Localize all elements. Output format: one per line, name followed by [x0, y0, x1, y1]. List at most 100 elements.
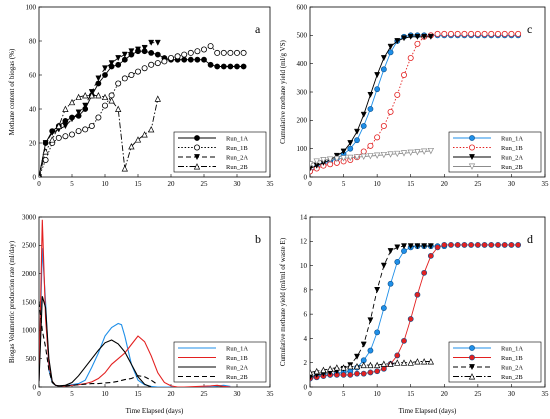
- x-tick-label: 30: [508, 180, 516, 188]
- data-point: [394, 38, 401, 45]
- data-point: [454, 30, 461, 37]
- data-point: [501, 242, 508, 248]
- x-tick-label: 20: [441, 390, 449, 398]
- data-point: [421, 269, 428, 276]
- data-point: [374, 86, 381, 93]
- y-tick-label: 200: [297, 117, 308, 125]
- x-tick-label: 0: [308, 180, 312, 188]
- x-tick-label: 25: [474, 390, 482, 398]
- data-point: [95, 75, 102, 82]
- legend-label: Run_2A: [501, 154, 523, 161]
- data-point: [148, 61, 155, 68]
- data-point: [401, 337, 407, 344]
- y-tick-label: 0: [304, 173, 308, 181]
- panel-label: b: [255, 232, 261, 246]
- series-run_2b: [310, 358, 435, 376]
- y-tick-label: 0: [304, 383, 308, 391]
- data-point: [407, 149, 414, 157]
- data-point: [201, 56, 207, 63]
- data-point: [181, 51, 188, 58]
- data-point: [141, 65, 148, 72]
- data-point: [134, 46, 142, 53]
- y-tick-label: 600: [297, 3, 308, 11]
- x-tick-label: 15: [407, 390, 415, 398]
- data-point: [380, 365, 387, 372]
- data-point: [39, 173, 41, 177]
- data-point: [353, 362, 361, 370]
- data-point: [108, 97, 115, 104]
- data-point: [354, 137, 360, 144]
- y-axis-label: Cumulative methane yield (ml/g VS): [279, 39, 287, 143]
- series-line: [39, 42, 158, 177]
- y-tick-label: 60: [29, 71, 37, 79]
- data-point: [414, 291, 421, 298]
- data-point: [161, 58, 168, 65]
- data-point: [380, 360, 388, 367]
- x-axis-label: Time Elapsed (days): [399, 407, 457, 415]
- data-point: [360, 148, 367, 155]
- data-point: [481, 30, 488, 37]
- data-point: [310, 369, 314, 376]
- data-point: [508, 242, 515, 248]
- y-tick-label: 2: [304, 359, 308, 367]
- legend-marker: [193, 154, 201, 161]
- data-point: [380, 305, 387, 311]
- data-point: [333, 155, 341, 163]
- data-point: [394, 359, 401, 366]
- panel-a: 0 5 10 15 20 25 30 35 0 20 40 60 80 100 Methane conten…: [8, 3, 274, 188]
- data-point: [174, 53, 181, 60]
- data-point: [387, 151, 394, 158]
- series-run_1a: [310, 243, 448, 382]
- legend: Run_1A Run_1B Run_2A Run_2B: [448, 131, 542, 173]
- data-point: [400, 150, 408, 157]
- panel-d: 0 5 10 15 20 25 30 35 0 2 4 6 8 10 12 14 Cumulative meth…: [279, 213, 549, 415]
- data-point: [101, 93, 109, 101]
- data-point: [75, 109, 82, 116]
- legend-label: Run_2B: [226, 164, 248, 171]
- data-point: [400, 35, 408, 42]
- data-point: [187, 49, 194, 56]
- panel-label: d: [527, 232, 533, 246]
- data-point: [128, 48, 135, 55]
- legend: Run_1A Run_1B Run_2A Run_2B: [173, 131, 267, 173]
- data-point: [340, 148, 347, 155]
- x-tick-label: 15: [407, 180, 415, 188]
- data-point: [88, 89, 95, 96]
- data-point: [141, 131, 148, 138]
- data-point: [414, 243, 421, 250]
- data-point: [461, 242, 468, 248]
- legend-marker: [468, 364, 476, 371]
- x-tick-label: 20: [168, 180, 176, 188]
- data-point: [207, 61, 214, 68]
- data-point: [347, 362, 354, 370]
- x-tick-label: 10: [374, 180, 382, 188]
- legend-label: Run_2A: [226, 364, 248, 371]
- legend-label: Run_2B: [501, 374, 523, 381]
- panel-label: c: [527, 22, 532, 36]
- data-point: [474, 242, 481, 248]
- x-tick-label: 5: [70, 390, 74, 398]
- data-point: [102, 72, 108, 78]
- data-point: [115, 105, 122, 112]
- data-point: [374, 368, 381, 375]
- data-point: [387, 360, 394, 367]
- data-point: [360, 361, 367, 369]
- legend-label: Run_1A: [501, 345, 523, 352]
- data-point: [421, 33, 428, 40]
- plot-area: [39, 39, 247, 177]
- data-point: [394, 91, 401, 98]
- data-point: [400, 359, 408, 366]
- data-point: [427, 252, 434, 259]
- plot-area: [310, 242, 522, 382]
- data-point: [420, 148, 428, 155]
- data-point: [326, 365, 334, 372]
- data-point: [414, 358, 421, 365]
- data-point: [515, 242, 522, 248]
- data-point: [101, 65, 109, 72]
- series-run_2b: [39, 301, 159, 387]
- data-point: [414, 33, 421, 40]
- series-line: [39, 296, 152, 387]
- data-point: [234, 63, 240, 70]
- data-point: [42, 148, 49, 155]
